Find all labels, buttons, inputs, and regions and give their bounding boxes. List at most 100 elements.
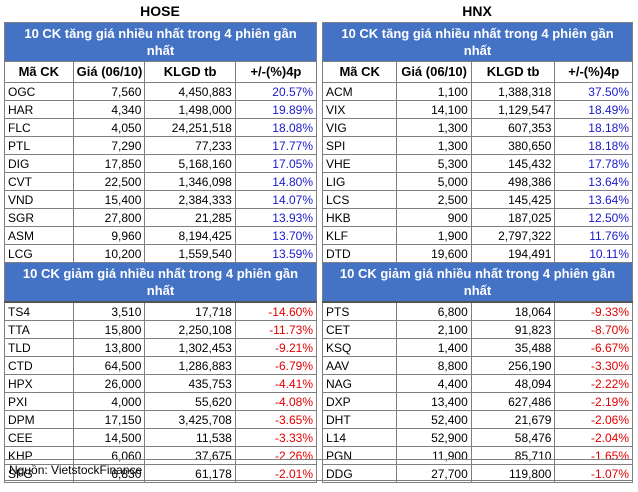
hose-title: HOSE — [140, 3, 180, 19]
change-percent: 11.76% — [554, 226, 633, 245]
change-percent: -3.65% — [234, 410, 318, 429]
price-value: 4,400 — [396, 374, 472, 393]
price-value: 2,500 — [396, 190, 472, 209]
volume-value: 91,823 — [470, 320, 556, 339]
stock-symbol: LIG — [321, 172, 398, 191]
volume-value: 18,064 — [470, 301, 556, 321]
table-row: ACM 1,100 1,388,318 37.50% — [321, 82, 633, 101]
volume-value: 1,302,453 — [144, 338, 236, 357]
change-percent: -2.22% — [554, 374, 633, 393]
volume-value: 1,346,098 — [144, 172, 236, 191]
change-percent: 13.64% — [554, 190, 633, 209]
volume-value: 1,286,883 — [144, 356, 236, 375]
price-value: 1,300 — [396, 118, 472, 137]
price-value: 6,830 — [72, 464, 146, 483]
price-value: 10,200 — [72, 244, 146, 263]
table-row: SFG 6,830 61,178 -2.01% — [4, 464, 318, 483]
table-row: CVT 22,500 1,346,098 14.80% — [4, 172, 318, 191]
price-value: 15,800 — [72, 320, 146, 339]
gainers-section-header: 10 CK tăng giá nhiều nhất trong 4 phiên … — [322, 22, 633, 62]
price-value: 2,100 — [396, 320, 472, 339]
price-value: 52,400 — [396, 410, 472, 429]
col-price-header: Giá (06/10) — [396, 61, 472, 83]
stock-symbol: SGR — [4, 208, 74, 227]
price-value: 1,400 — [396, 338, 472, 357]
price-value: 19,600 — [396, 244, 472, 263]
table-row: PXI 4,000 55,620 -4.08% — [4, 392, 318, 411]
volume-value: 119,800 — [470, 464, 556, 483]
change-percent: 18.49% — [554, 100, 633, 119]
stock-symbol: PXI — [4, 392, 74, 411]
stock-symbol: LCS — [321, 190, 398, 209]
volume-value: 1,498,000 — [144, 100, 236, 119]
losers-section-header: 10 CK giảm giá nhiều nhất trong 4 phiên … — [322, 262, 633, 303]
stock-symbol: TLD — [4, 338, 74, 357]
change-percent: 12.50% — [554, 208, 633, 227]
stock-symbol: PTL — [4, 136, 74, 155]
volume-value: 380,650 — [470, 136, 556, 155]
volume-value: 5,168,160 — [144, 154, 236, 173]
table-row: VIG 1,300 607,353 18.18% — [321, 118, 633, 137]
change-percent: 18.08% — [234, 118, 318, 137]
volume-value: 55,620 — [144, 392, 236, 411]
price-value: 13,400 — [396, 392, 472, 411]
col-change-header: +/-(%)4p — [234, 61, 318, 83]
section-title: 10 CK giảm giá nhiều nhất trong 4 phiên … — [4, 262, 317, 303]
stock-symbol: DIG — [4, 154, 74, 173]
col-price-header: Giá (06/10) — [72, 61, 146, 83]
volume-value: 48,094 — [470, 374, 556, 393]
stock-symbol: HPX — [4, 374, 74, 393]
change-percent: -11.73% — [234, 320, 318, 339]
table-row: DDG 27,700 119,800 -1.07% — [321, 464, 633, 483]
price-value: 8,800 — [396, 356, 472, 375]
stock-symbol: VIG — [321, 118, 398, 137]
change-percent: 19.89% — [234, 100, 318, 119]
stock-symbol: TTA — [4, 320, 74, 339]
table-row: PGN 11,900 85,710 -1.65% — [321, 446, 633, 465]
change-percent: -4.41% — [234, 374, 318, 393]
table-row: AAV 8,800 256,190 -3.30% — [321, 356, 633, 375]
price-value: 1,900 — [396, 226, 472, 245]
volume-value: 1,559,540 — [144, 244, 236, 263]
stock-symbol: FLC — [4, 118, 74, 137]
column-header-row: Mã CK Giá (06/10) KLGD tb +/-(%)4p — [321, 61, 633, 83]
table-row: SPI 1,300 380,650 18.18% — [321, 136, 633, 155]
table-row: VHE 5,300 145,432 17.78% — [321, 154, 633, 173]
volume-value: 4,450,883 — [144, 82, 236, 101]
change-percent: 17.78% — [554, 154, 633, 173]
table-row: VIX 14,100 1,129,547 18.49% — [321, 100, 633, 119]
change-percent: -6.79% — [234, 356, 318, 375]
stock-symbol: KLF — [321, 226, 398, 245]
stock-symbol: SFG — [4, 464, 74, 483]
section-title: 10 CK tăng giá nhiều nhất trong 4 phiên … — [322, 22, 633, 62]
change-percent: 13.93% — [234, 208, 318, 227]
stock-symbol: OGC — [4, 82, 74, 101]
table-row: HPX 26,000 435,753 -4.41% — [4, 374, 318, 393]
stock-symbol: DDG — [321, 464, 398, 483]
stock-symbol: TS4 — [4, 301, 74, 321]
table-row: FLC 4,050 24,251,518 18.08% — [4, 118, 318, 137]
table-row: LCG 10,200 1,559,540 13.59% — [4, 244, 318, 263]
change-percent: 20.57% — [234, 82, 318, 101]
price-value: 4,050 — [72, 118, 146, 137]
volume-value: 187,025 — [470, 208, 556, 227]
table-row: SGR 27,800 21,285 13.93% — [4, 208, 318, 227]
table-row: TS4 3,510 17,718 -14.60% — [4, 301, 318, 321]
source-note: Nguồn: VietstockFinance — [4, 459, 633, 481]
price-value: 64,500 — [72, 356, 146, 375]
volume-value: 2,797,322 — [470, 226, 556, 245]
change-percent: -6.67% — [554, 338, 633, 357]
change-percent: -4.08% — [234, 392, 318, 411]
hose-panel: 10 CK tăng giá nhiều nhất trong 4 phiên … — [4, 22, 318, 483]
table-row: DXP 13,400 627,486 -2.19% — [321, 392, 633, 411]
price-value: 3,510 — [72, 301, 146, 321]
col-symbol-header: Mã CK — [4, 61, 74, 83]
table-row: LCS 2,500 145,425 13.64% — [321, 190, 633, 209]
table-row: DHT 52,400 21,679 -2.06% — [321, 410, 633, 429]
stock-symbol: DHT — [321, 410, 398, 429]
change-percent: 14.07% — [234, 190, 318, 209]
col-volume-header: KLGD tb — [144, 61, 236, 83]
table-row: KLF 1,900 2,797,322 11.76% — [321, 226, 633, 245]
section-title: 10 CK tăng giá nhiều nhất trong 4 phiên … — [4, 22, 317, 62]
section-title: 10 CK giảm giá nhiều nhất trong 4 phiên … — [322, 262, 633, 303]
